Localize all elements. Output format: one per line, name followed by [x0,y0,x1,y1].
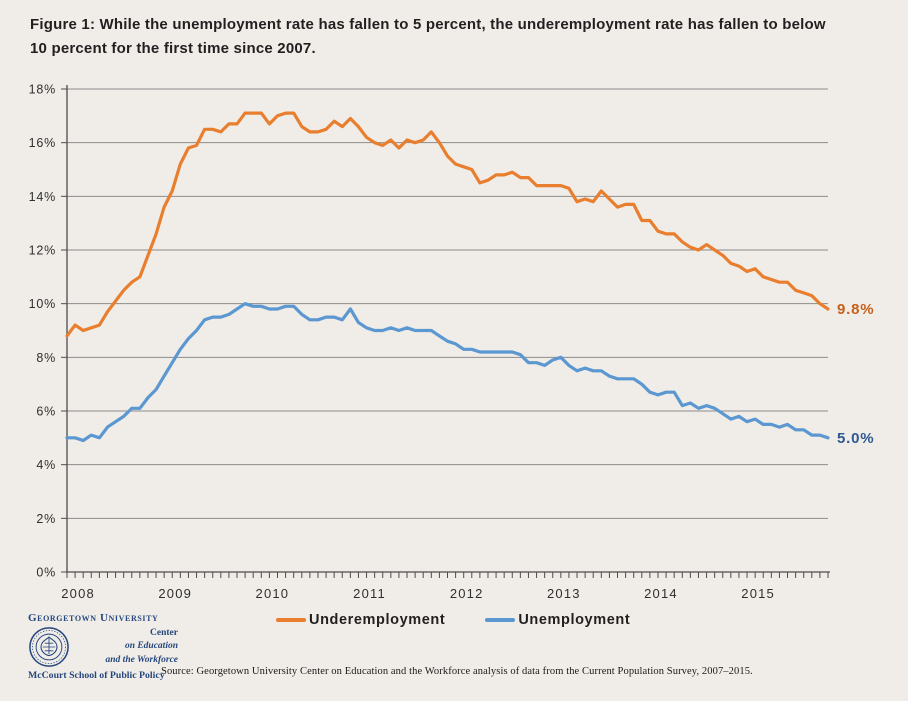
legend-item-underemployment: Underemployment [276,612,445,628]
x-year-label: 2012 [450,586,484,601]
underemployment-line-swatch [276,618,306,622]
y-tick-label: 2% [36,512,56,526]
x-year-label: 2013 [547,586,581,601]
x-year-label: 2009 [158,586,192,601]
y-tick-label: 12% [29,244,56,258]
underemployment-line [65,111,830,338]
georgetown-logo: Georgetown University Center on Educatio… [28,612,178,681]
x-year-label: 2010 [256,586,290,601]
logo-university-name: Georgetown University [28,612,159,624]
y-tick-label: 0% [36,566,56,580]
x-year-label: 2015 [741,586,775,601]
unemployment-end-label: 5.0% [837,430,874,447]
figure-title: Figure 1: While the unemployment rate ha… [30,13,902,61]
x-year-label: 2008 [61,586,95,601]
chart-legend: Underemployment Unemployment [276,612,630,628]
legend-label-unemployment: Unemployment [518,612,631,628]
y-tick-label: 10% [29,297,56,311]
x-year-label: 2011 [353,586,386,601]
legend-item-unemployment: Unemployment [485,612,630,628]
underemployment-end-label: 9.8% [837,301,874,318]
y-tick-label: 8% [36,351,56,365]
logo-school-name: McCourt School of Public Policy [28,670,165,681]
y-tick-label: 18% [29,83,56,97]
figure-title-line1: Figure 1: While the unemployment rate ha… [30,16,826,33]
y-tick-label: 4% [36,458,56,472]
y-tick-label: 6% [36,405,56,419]
y-tick-label: 14% [29,190,56,204]
y-tick-label: 16% [29,136,56,150]
source-note: Source: Georgetown University Center on … [161,666,753,677]
georgetown-seal-icon [29,627,69,667]
unemployment-line [65,302,830,443]
legend-label-underemployment: Underemployment [309,612,446,628]
figure-title-line2: 10 percent for the first time since 2007… [30,40,316,57]
unemployment-line-swatch [485,618,516,622]
logo-center-name: Center on Education and the Workforce [105,628,178,665]
x-year-label: 2014 [644,586,678,601]
